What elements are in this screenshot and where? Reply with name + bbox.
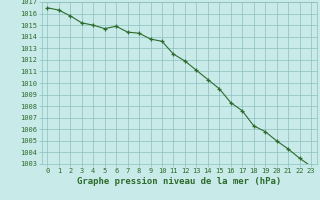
X-axis label: Graphe pression niveau de la mer (hPa): Graphe pression niveau de la mer (hPa) bbox=[77, 177, 281, 186]
